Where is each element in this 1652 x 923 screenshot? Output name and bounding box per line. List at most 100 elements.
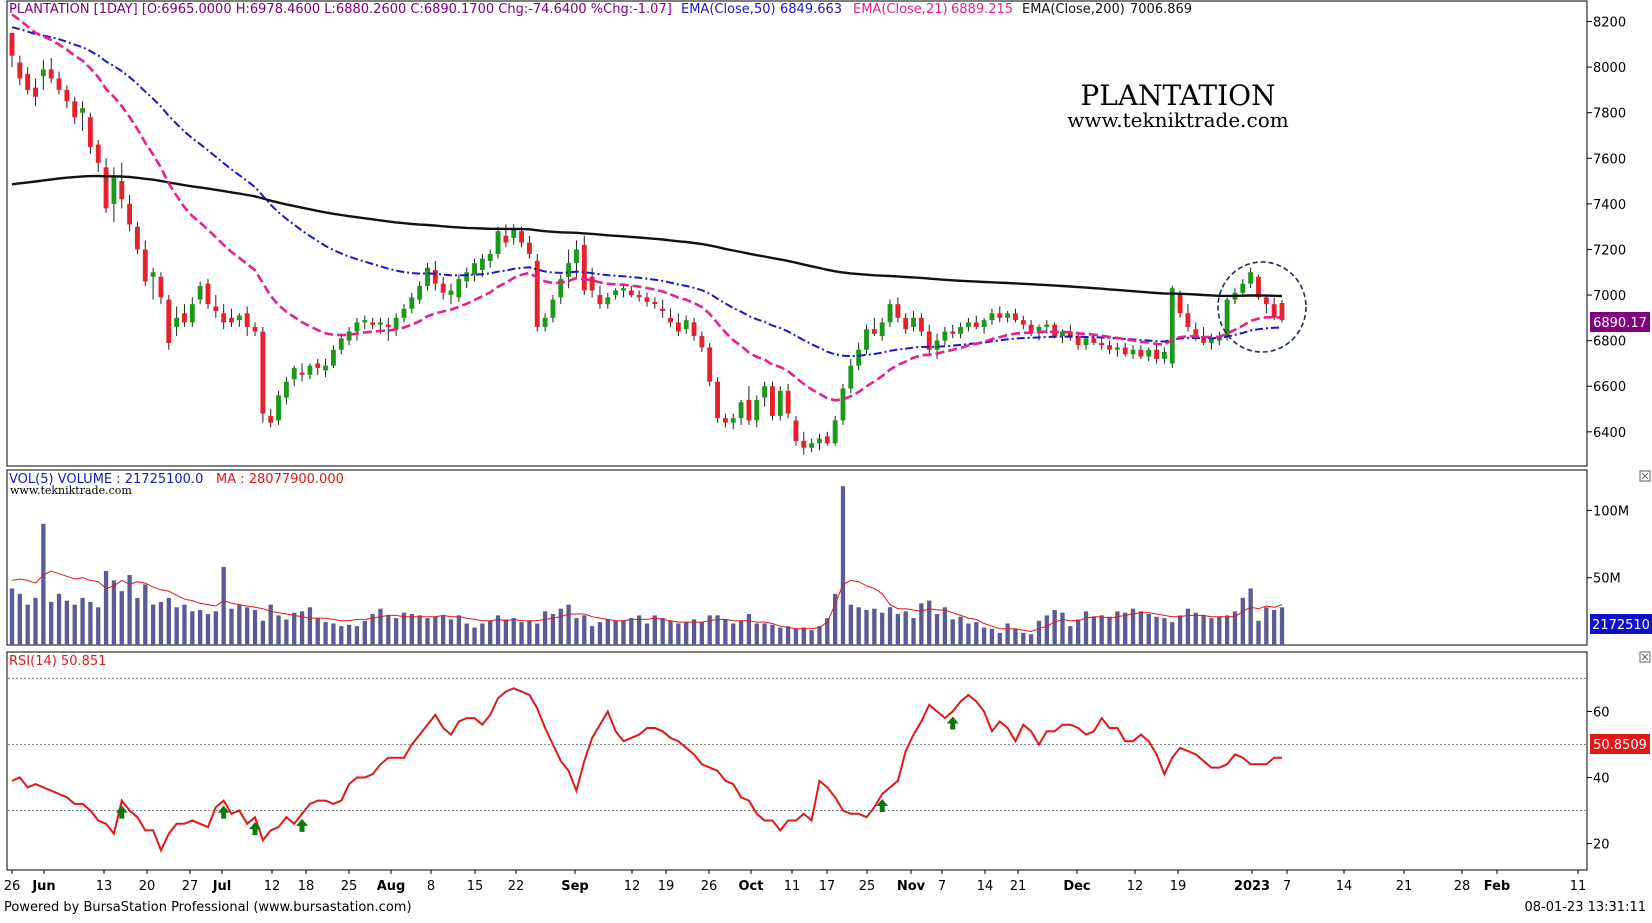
rsi-axis: 20 40 60: [1587, 705, 1610, 853]
ema21-value: 6889.215: [951, 2, 1013, 17]
candle-body: [1067, 331, 1073, 337]
volume-bar: [1279, 607, 1285, 645]
volume-bar: [339, 626, 344, 645]
candle-body: [197, 285, 203, 300]
volume-bar: [597, 622, 603, 645]
volume-bar: [441, 615, 446, 645]
ema21-line: [11, 13, 1283, 402]
candle-body: [785, 390, 791, 414]
time-tick-label: 11: [1570, 879, 1587, 894]
candle-body: [56, 78, 62, 90]
volume-bar: [1091, 616, 1097, 645]
candle-body: [958, 326, 964, 334]
candle-body: [770, 386, 775, 416]
volume-bar: [158, 601, 164, 645]
ema21-label: EMA(Close,21): [853, 2, 948, 17]
candle-body: [9, 32, 15, 56]
candle-body: [17, 62, 23, 79]
volume-bar: [542, 611, 548, 645]
price-last-tag-text: 6890.17: [1593, 316, 1647, 331]
volume-bar: [197, 610, 203, 645]
volume-bar: [511, 618, 516, 645]
volume-bar: [323, 622, 328, 645]
volume-bar: [464, 623, 469, 645]
rsi-close-icon[interactable]: [1639, 651, 1651, 663]
ema200-value: 7006.869: [1130, 2, 1192, 17]
time-tick-label: 27: [182, 879, 199, 894]
candle-body: [715, 381, 720, 419]
volume-bar: [825, 618, 830, 645]
time-tick-label: Jun: [31, 879, 55, 894]
rsi-panel[interactable]: [6, 651, 1588, 871]
volume-bar: [927, 600, 932, 645]
volume-bar: [566, 604, 571, 645]
volume-close-icon[interactable]: [1639, 470, 1651, 482]
candle-body: [1263, 297, 1269, 305]
volume-bar: [1272, 610, 1277, 645]
price-tick-label: 7800: [1593, 107, 1626, 122]
candle-body: [1130, 349, 1136, 355]
candle-body: [895, 304, 901, 318]
candle-body: [809, 443, 815, 448]
candle-body: [1107, 345, 1112, 350]
volume-bar: [864, 610, 869, 645]
volume-bar: [637, 615, 642, 645]
volume-bar: [174, 607, 179, 645]
candle-body: [111, 176, 117, 204]
price-tick-label: 7400: [1593, 198, 1626, 213]
candle-body: [668, 317, 673, 323]
time-tick-label: 28: [1454, 879, 1471, 894]
candle-body: [252, 326, 258, 332]
volume-bar: [746, 614, 752, 645]
volume-bar: [1154, 616, 1159, 645]
candle-body: [738, 402, 744, 419]
time-tick-label: 12: [1127, 879, 1144, 894]
volume-last-tag: 2172510: [1590, 614, 1652, 634]
candle-body: [362, 320, 368, 323]
volume-panel[interactable]: [6, 469, 1588, 646]
candle-body: [25, 73, 31, 90]
candle-body: [72, 101, 78, 118]
candle-body: [942, 331, 948, 341]
candle-body: [558, 279, 564, 298]
volume-bar: [425, 618, 430, 645]
candle-body: [299, 372, 305, 375]
candle-body: [166, 299, 172, 343]
candle-body: [409, 297, 415, 309]
volume-bar: [1115, 611, 1120, 645]
footer-timestamp: 08-01-23 13:31:11: [1524, 900, 1646, 915]
time-tick-label: 2023: [1234, 879, 1270, 894]
candle-body: [526, 242, 532, 255]
volume-bar: [754, 623, 759, 645]
volume-bar: [370, 614, 375, 645]
volume-bar: [229, 608, 234, 645]
rsi-last-tag: 50.8509: [1590, 734, 1650, 754]
candle-body: [918, 317, 924, 332]
candle-body: [472, 263, 477, 275]
volume-bar: [284, 619, 289, 645]
volume-bar: [41, 523, 46, 645]
candle-body: [33, 87, 38, 97]
volume-bar: [56, 593, 62, 645]
candle-body: [832, 420, 838, 444]
candle-body: [385, 324, 391, 327]
buy-signal-arrow-icon: [249, 822, 262, 836]
price-panel[interactable]: [6, 0, 1588, 467]
candle-body: [911, 317, 916, 327]
volume-bar: [934, 614, 940, 645]
volume-bar: [574, 618, 579, 645]
volume-bar: [150, 604, 156, 645]
volume-bar: [49, 601, 54, 645]
volume-bar: [182, 604, 187, 645]
highlight-circle: [1217, 261, 1307, 353]
volume-bar: [793, 628, 799, 645]
volume-bar: [691, 619, 697, 645]
volume-bar: [1185, 608, 1191, 645]
candle-body: [754, 399, 760, 421]
price-tick-label: 6800: [1593, 335, 1626, 350]
volume-ma-label: MA : 28077900.000: [216, 472, 344, 487]
candle-body: [777, 390, 783, 416]
candle-body: [142, 249, 148, 282]
candle-body: [817, 438, 822, 444]
